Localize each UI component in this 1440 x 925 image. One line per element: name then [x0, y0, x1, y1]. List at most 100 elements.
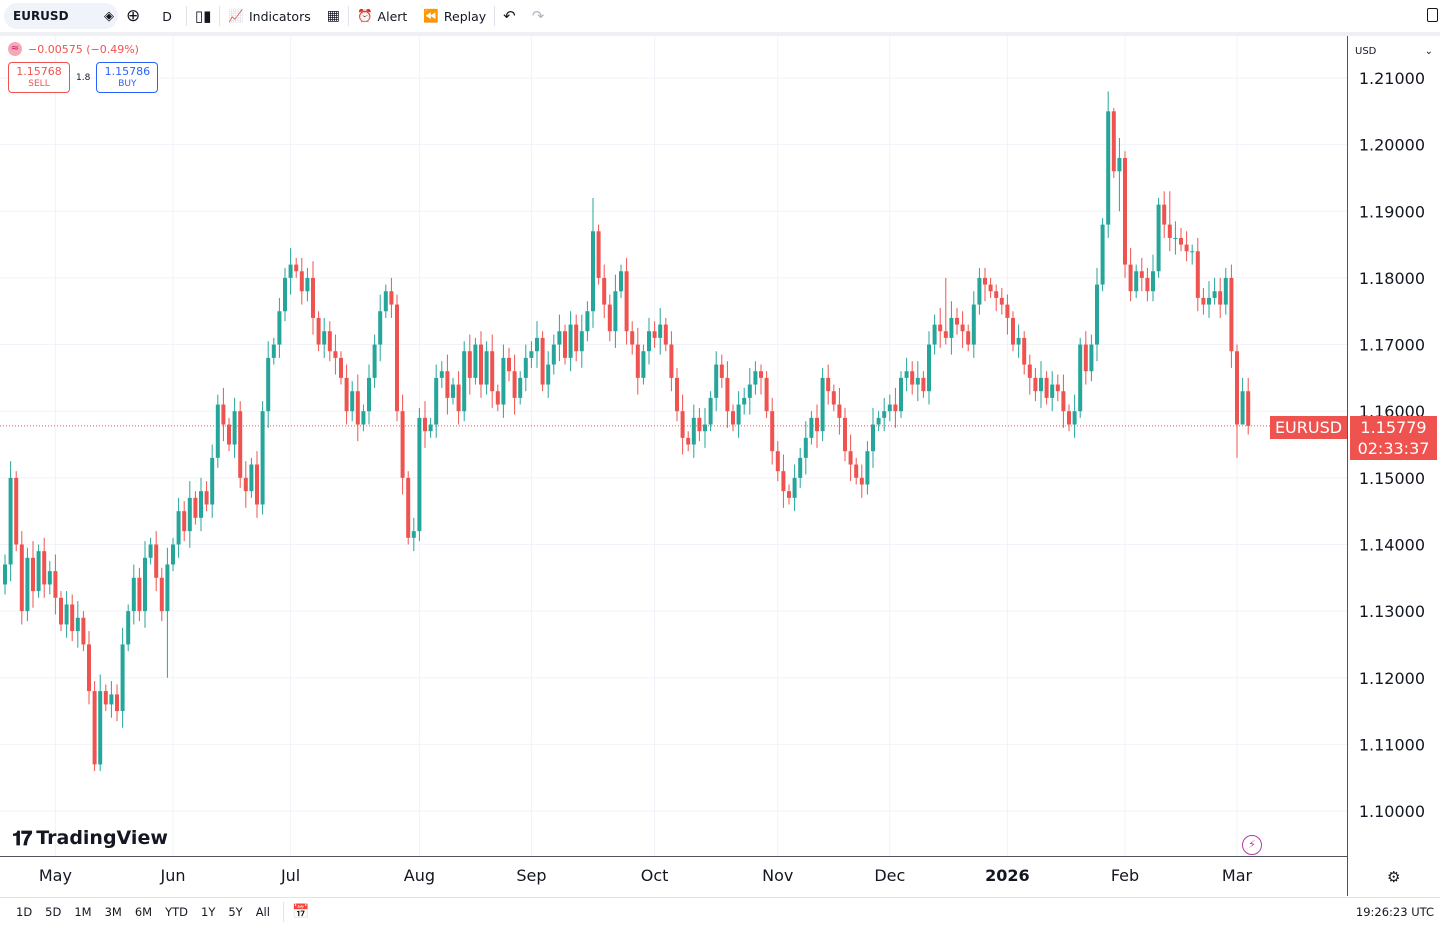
wave-icon: ≈	[8, 42, 22, 56]
candle	[815, 404, 819, 448]
candle-body	[675, 377, 679, 412]
buy-price: 1.15786	[104, 65, 151, 78]
candle-body	[350, 391, 355, 412]
candle	[182, 501, 187, 542]
candle	[725, 361, 730, 428]
candle	[126, 604, 131, 652]
candle-body	[658, 324, 663, 338]
candle-body	[899, 377, 903, 412]
candle-body	[372, 344, 377, 378]
range-6m[interactable]: 6M	[134, 904, 153, 919]
x-tick-label: Feb	[1111, 866, 1139, 885]
range-all[interactable]: All	[255, 904, 270, 919]
candle	[383, 284, 388, 318]
candle-body	[1229, 277, 1234, 352]
candle-body	[395, 304, 399, 412]
range-3m[interactable]: 3M	[104, 904, 122, 919]
sell-button[interactable]: 1.15768 SELL	[8, 62, 70, 93]
symbol-search-button[interactable]: EURUSD ◈	[4, 3, 118, 29]
calendar-goto-icon[interactable]: 📅	[291, 903, 310, 920]
x-tick-label: Sep	[516, 866, 546, 885]
interval-button[interactable]: D	[148, 0, 186, 32]
candle-body	[1207, 297, 1211, 305]
candle	[159, 567, 164, 622]
candle	[311, 261, 315, 335]
candle-body	[535, 337, 539, 352]
symbol-price-tag: EURUSD	[1270, 416, 1347, 439]
candle	[3, 554, 7, 595]
candle	[871, 407, 875, 468]
candle-body	[501, 357, 506, 405]
replay-button[interactable]: ⏪ Replay	[415, 0, 494, 32]
range-1y[interactable]: 1Y	[201, 904, 216, 919]
candle-body	[1162, 204, 1167, 225]
candle	[518, 371, 523, 405]
undo-button[interactable]: ↶	[495, 0, 524, 32]
candle	[904, 357, 909, 392]
candle-body	[910, 371, 915, 385]
candle	[876, 411, 881, 432]
last-price-tag: 1.15779 02:33:37	[1350, 416, 1437, 460]
candle-body	[1072, 411, 1077, 425]
candle-body	[339, 357, 343, 378]
candle-body	[187, 497, 192, 532]
candle-body	[87, 644, 91, 692]
currency-select[interactable]: USD ⌄	[1351, 40, 1437, 62]
buy-button[interactable]: 1.15786 BUY	[96, 62, 159, 93]
candle	[204, 481, 209, 512]
candle	[1033, 367, 1038, 402]
candle-body	[266, 357, 271, 412]
candle-body	[887, 404, 892, 412]
clock[interactable]: 19:26:23 UTC	[1355, 905, 1434, 919]
indicators-button[interactable]: 📈 Indicators	[220, 0, 318, 32]
candle	[697, 407, 702, 442]
candle	[613, 274, 618, 348]
candle	[691, 404, 696, 458]
range-ytd[interactable]: YTD	[165, 904, 188, 919]
candle-body	[955, 317, 959, 325]
candle	[70, 594, 75, 642]
range-1d[interactable]: 1D	[16, 904, 33, 919]
diamond-icon[interactable]: ◈	[104, 8, 114, 24]
settings-icon[interactable]: ⚙	[1387, 868, 1401, 886]
candle	[143, 541, 147, 628]
candle-body	[624, 271, 629, 332]
candle-body	[983, 277, 987, 285]
candle	[949, 301, 954, 355]
candle	[540, 331, 545, 392]
bar-countdown: 02:33:37	[1357, 439, 1430, 458]
candle	[686, 431, 691, 452]
bottom-toolbar: 1D 5D 1M 3M 6M YTD 1Y 5Y All 📅 19:26:23 UTC	[0, 897, 1440, 925]
alert-button[interactable]: ⏰ Alert	[349, 0, 415, 32]
lightning-icon[interactable]: ⚡	[1242, 835, 1262, 855]
chart-type-button[interactable]: ▯▮	[187, 0, 220, 32]
candle-body	[288, 264, 293, 278]
candle	[1022, 331, 1027, 375]
compare-button[interactable]: ⊕	[118, 0, 148, 32]
candle	[372, 334, 377, 388]
candle-body	[686, 437, 691, 445]
candle-body	[1212, 291, 1217, 298]
candlestick-chart[interactable]: 1.210001.200001.190001.180001.170001.160…	[0, 36, 1440, 897]
candle	[227, 417, 231, 452]
candle	[1027, 354, 1032, 395]
candle-body	[579, 331, 584, 352]
candle	[434, 364, 439, 438]
candle	[803, 421, 808, 475]
candle-body	[434, 377, 439, 425]
candle-body	[1173, 237, 1178, 239]
layouts-button[interactable]: ▦	[319, 0, 348, 32]
candle	[927, 331, 931, 405]
range-1m[interactable]: 1M	[74, 904, 92, 919]
candle	[294, 257, 299, 278]
candle	[658, 307, 663, 355]
range-5y[interactable]: 5Y	[228, 904, 243, 919]
candle	[283, 267, 287, 322]
tradingview-logo[interactable]: 𝟏𝟕 TradingView	[12, 826, 168, 850]
candle	[915, 361, 920, 402]
range-5d[interactable]: 5D	[45, 904, 62, 919]
candle-body	[1039, 377, 1043, 392]
redo-button[interactable]: ↷	[524, 0, 553, 32]
candle-body	[792, 477, 797, 498]
fullscreen-button[interactable]	[1427, 8, 1438, 22]
